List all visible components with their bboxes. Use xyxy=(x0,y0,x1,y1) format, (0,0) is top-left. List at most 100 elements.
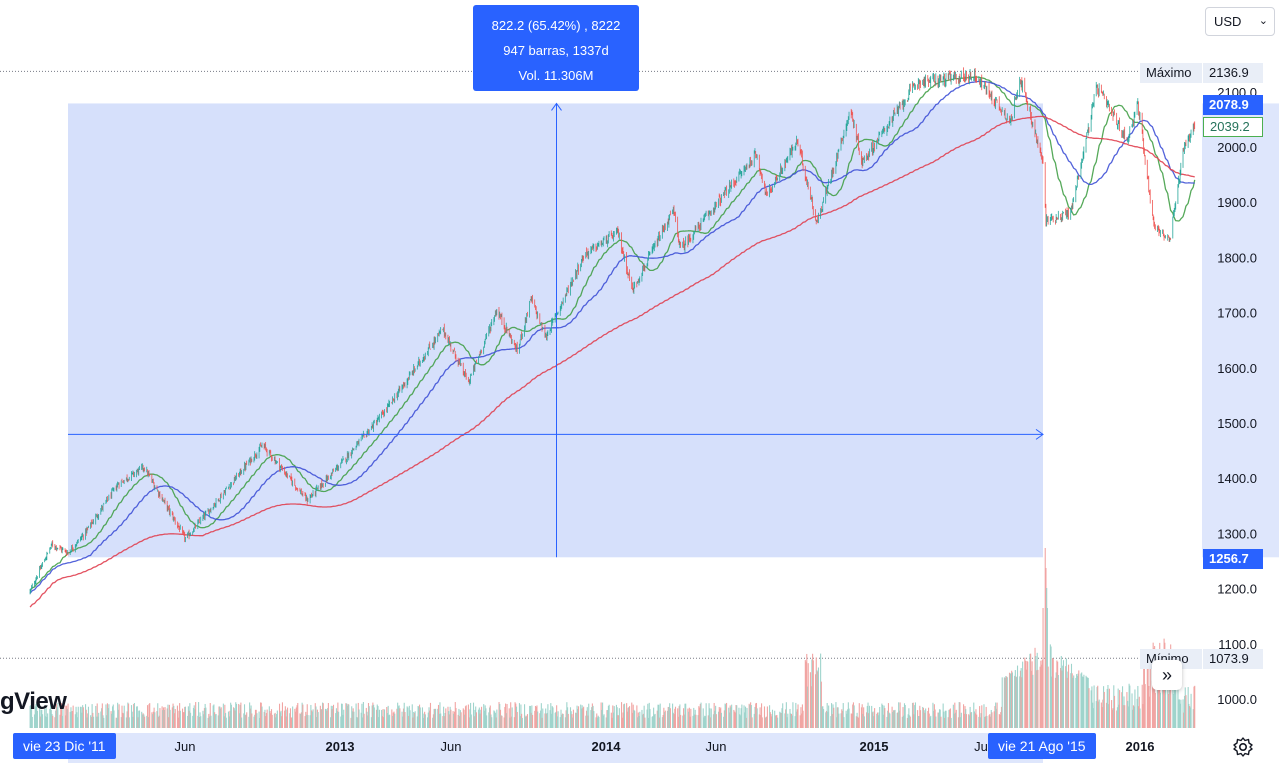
volume-bar xyxy=(871,705,873,728)
volume-bar xyxy=(1151,680,1153,728)
volume-bar xyxy=(777,717,779,728)
volume-bar xyxy=(442,716,444,728)
volume-bar xyxy=(1119,690,1121,728)
volume-bar xyxy=(862,713,864,728)
volume-bar xyxy=(491,717,493,728)
volume-bar xyxy=(728,707,730,728)
volume-bar xyxy=(1146,654,1148,728)
volume-bar xyxy=(168,717,170,728)
volume-bar xyxy=(286,709,288,728)
volume-bar xyxy=(964,706,966,728)
volume-bar xyxy=(1190,693,1192,728)
volume-bar xyxy=(142,713,144,728)
volume-bar xyxy=(437,704,440,728)
currency-select[interactable]: USD ⌄ xyxy=(1205,7,1275,36)
volume-bar xyxy=(718,707,720,728)
volume-bar xyxy=(776,714,778,728)
volume-bar xyxy=(1062,665,1064,728)
volume-bar xyxy=(631,712,634,728)
volume-bar xyxy=(111,713,113,728)
volume-bar xyxy=(292,706,294,728)
volume-bar xyxy=(828,705,830,728)
volume-bar xyxy=(643,705,645,728)
volume-bar xyxy=(514,702,516,728)
volume-bar xyxy=(587,715,589,728)
volume-bar xyxy=(412,717,414,728)
volume-bar xyxy=(305,711,307,728)
volume-bar xyxy=(392,712,394,728)
volume-bar xyxy=(233,708,235,728)
volume-bar xyxy=(1037,669,1039,728)
volume-bar xyxy=(868,705,871,728)
scroll-to-realtime-button[interactable]: » xyxy=(1152,660,1182,690)
volume-bar xyxy=(984,716,986,728)
volume-bar xyxy=(993,711,995,728)
volume-bar xyxy=(770,714,772,728)
volume-bar xyxy=(817,671,819,728)
volume-bar xyxy=(1168,689,1170,728)
volume-bar xyxy=(327,702,329,728)
volume-bar xyxy=(1173,694,1175,728)
volume-bar xyxy=(453,713,455,728)
volume-bar xyxy=(822,709,825,728)
volume-bar xyxy=(367,715,369,728)
volume-bar xyxy=(417,706,419,728)
volume-bar xyxy=(146,715,148,728)
volume-bar xyxy=(47,713,49,728)
volume-bar xyxy=(1136,698,1138,728)
volume-bar xyxy=(479,713,481,728)
volume-bar xyxy=(860,707,863,728)
y-tick-label: 1500.0 xyxy=(1217,416,1257,431)
volume-bar xyxy=(750,705,752,728)
volume-bar xyxy=(376,704,378,728)
gear-icon[interactable] xyxy=(1231,735,1255,759)
volume-bar xyxy=(1139,708,1141,728)
volume-bar xyxy=(1098,699,1100,728)
volume-bar xyxy=(698,706,700,728)
volume-bar xyxy=(320,709,322,728)
volume-bar xyxy=(222,703,224,728)
volume-bar xyxy=(682,715,684,728)
volume-bar xyxy=(204,703,206,728)
volume-bar xyxy=(1042,608,1044,728)
volume-bar xyxy=(591,703,593,728)
volume-bar xyxy=(1066,677,1068,728)
volume-bar xyxy=(959,702,961,728)
volume-bar xyxy=(703,717,705,728)
volume-bar xyxy=(44,708,46,728)
volume-bar xyxy=(30,705,32,728)
volume-bar xyxy=(296,705,298,728)
volume-bar xyxy=(486,715,488,728)
volume-bar xyxy=(1174,668,1176,728)
volume-bar xyxy=(480,709,482,728)
volume-bar xyxy=(794,716,796,728)
volume-bar xyxy=(381,709,383,728)
volume-bar xyxy=(1044,548,1046,728)
volume-bar xyxy=(163,709,165,728)
volume-bar xyxy=(107,708,109,728)
volume-bar xyxy=(432,714,434,728)
volume-bar xyxy=(923,710,925,728)
volume-bar xyxy=(1060,667,1062,728)
volume-bar xyxy=(919,710,922,728)
volume-bar xyxy=(248,716,250,728)
volume-bar xyxy=(316,709,319,728)
volume-bar xyxy=(358,709,360,728)
volume-bar xyxy=(749,704,751,728)
volume-bar xyxy=(1031,661,1033,728)
volume-bar xyxy=(867,702,869,728)
volume-bar xyxy=(690,708,692,728)
volume-bar xyxy=(677,716,679,728)
volume-bar xyxy=(688,711,690,728)
volume-bar xyxy=(378,717,380,728)
ma-long-line xyxy=(29,115,1195,608)
volume-bar xyxy=(988,715,990,728)
volume-bar xyxy=(90,715,92,728)
volume-bar xyxy=(989,714,991,728)
volume-bar xyxy=(611,717,613,728)
volume-bar xyxy=(152,711,154,728)
volume-bar xyxy=(143,714,145,728)
measure-bars: 947 barras, 1337d xyxy=(503,43,609,58)
volume-bar xyxy=(280,710,282,728)
